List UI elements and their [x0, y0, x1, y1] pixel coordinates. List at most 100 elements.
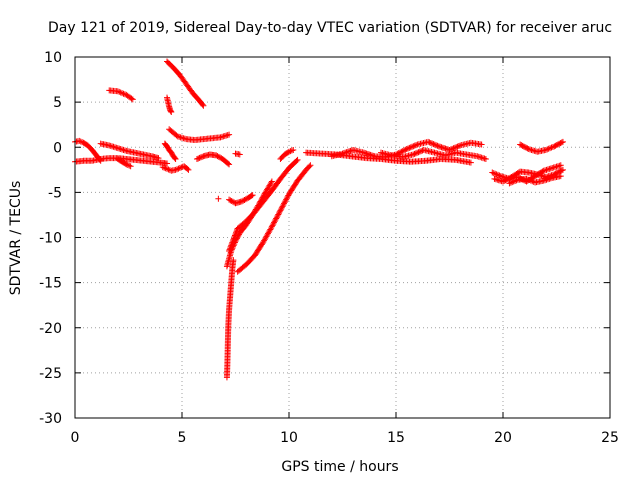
data-point	[195, 155, 202, 162]
series-arc-s	[277, 146, 297, 162]
data-point	[290, 146, 297, 153]
data-point	[230, 235, 237, 242]
x-tick-label: 0	[71, 430, 80, 446]
data-point	[416, 148, 423, 155]
data-point	[482, 155, 489, 162]
data-point	[228, 242, 235, 249]
data-point	[176, 165, 183, 172]
data-point	[164, 160, 171, 167]
data-point	[547, 145, 554, 152]
data-point	[77, 138, 84, 145]
data-point	[167, 108, 174, 115]
data-point	[126, 162, 133, 169]
data-point	[228, 240, 235, 247]
data-point	[454, 143, 461, 150]
data-point	[557, 162, 564, 169]
data-point	[116, 88, 123, 95]
data-point	[455, 143, 462, 150]
data-point	[401, 147, 408, 154]
y-tick-label: 10	[44, 50, 62, 66]
data-point	[287, 148, 294, 155]
data-point	[120, 90, 127, 97]
data-point	[450, 145, 457, 152]
data-point	[429, 140, 436, 147]
y-axis-label: SDTVAR / TECUs	[8, 181, 24, 296]
data-point	[430, 141, 437, 148]
data-point	[507, 179, 514, 186]
data-point	[527, 177, 534, 184]
series-arc-k	[193, 151, 233, 168]
data-point	[229, 239, 236, 246]
y-tick-label: -25	[39, 366, 62, 382]
data-point	[496, 172, 503, 179]
data-point	[230, 236, 237, 243]
x-tick-label: 15	[387, 430, 405, 446]
series-arc-z	[517, 138, 566, 155]
data-point	[214, 153, 221, 160]
data-point	[288, 147, 295, 154]
data-point	[559, 138, 566, 145]
data-point	[248, 192, 255, 199]
x-tick-label: 20	[494, 430, 512, 446]
data-point	[236, 151, 243, 158]
data-point	[280, 202, 287, 209]
data-point	[268, 223, 275, 230]
data-point	[197, 154, 204, 161]
data-point	[402, 146, 409, 153]
data-point	[524, 176, 531, 183]
data-point	[215, 195, 222, 202]
y-tick-label: 5	[53, 95, 62, 111]
data-point	[164, 165, 171, 172]
data-point	[275, 211, 282, 218]
data-point	[268, 178, 275, 185]
data-point	[286, 148, 292, 155]
data-point	[276, 208, 283, 215]
data-point	[114, 88, 121, 95]
data-point	[233, 228, 240, 235]
data-point	[213, 152, 220, 159]
data-point	[524, 145, 531, 152]
series-arc-c	[97, 140, 162, 162]
series-arc-j	[161, 140, 179, 162]
data-point	[410, 151, 417, 158]
data-point	[272, 216, 279, 223]
data-point	[559, 166, 566, 173]
y-tick-label: -5	[48, 185, 62, 201]
series-arc-h	[164, 94, 175, 116]
series-arc-l	[232, 150, 243, 158]
y-tick-label: -15	[39, 276, 62, 292]
y-tick-label: -30	[39, 411, 62, 427]
data-point	[155, 155, 162, 162]
data-point	[242, 196, 249, 203]
data-point	[268, 225, 275, 232]
y-tick-label: 0	[53, 140, 62, 156]
data-point	[168, 109, 175, 116]
data-point	[418, 148, 425, 155]
data-point	[226, 248, 233, 255]
data-point	[231, 233, 238, 240]
data-point	[227, 197, 234, 204]
data-point	[124, 161, 131, 168]
data-point	[165, 166, 172, 173]
data-point	[512, 177, 519, 184]
data-point	[249, 192, 256, 199]
x-tick-label: 25	[601, 430, 619, 446]
series-arc-n	[223, 257, 237, 381]
data-point	[548, 144, 555, 151]
data-points	[72, 58, 566, 381]
data-point	[411, 150, 418, 157]
data-point	[76, 137, 83, 144]
series-arc-p	[226, 156, 301, 255]
data-point	[129, 96, 136, 103]
data-point	[415, 149, 422, 156]
data-point	[199, 101, 206, 108]
data-point	[399, 148, 406, 155]
data-point	[495, 171, 502, 178]
data-point	[453, 144, 460, 151]
data-point	[433, 142, 440, 149]
data-point	[268, 179, 275, 186]
grid	[75, 57, 610, 418]
series-arc-v	[378, 146, 489, 162]
data-point	[426, 139, 433, 146]
data-point	[196, 154, 203, 161]
